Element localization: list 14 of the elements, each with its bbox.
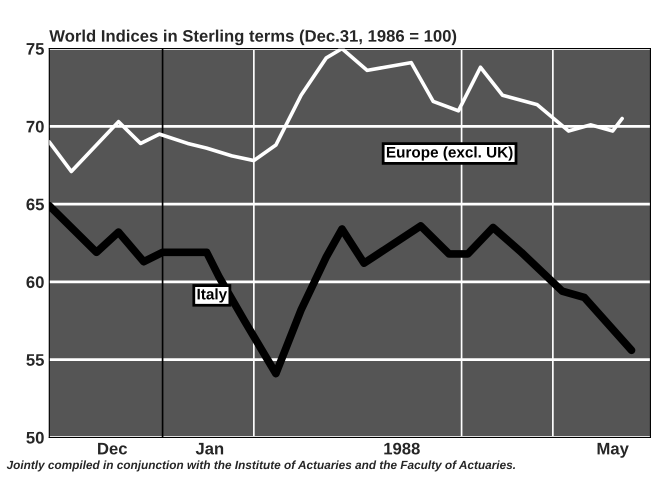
x-tick-label: Jan	[196, 442, 224, 455]
chart-title: World Indices in Sterling terms (Dec.31, 1986 = 100)	[49, 30, 456, 46]
x-tick-label: Dec	[98, 442, 128, 455]
y-tick-label: 65	[26, 198, 44, 210]
x-tick-label: May	[598, 442, 629, 458]
series-label: Italy	[198, 288, 228, 303]
y-tick-label: 55	[26, 354, 44, 366]
y-tick-label: 50	[26, 432, 44, 444]
text: Jointly compiled in conjunction with the Institute of Actuaries and the Faculty of Actuaries.	[6, 460, 515, 472]
y-tick-label: 70	[26, 120, 44, 133]
x-tick-label: 1988	[384, 442, 420, 455]
text: Europe (excl. UK)	[386, 146, 512, 161]
y-tick-label: 75	[26, 43, 44, 55]
y-tick-label: 60	[26, 276, 44, 288]
